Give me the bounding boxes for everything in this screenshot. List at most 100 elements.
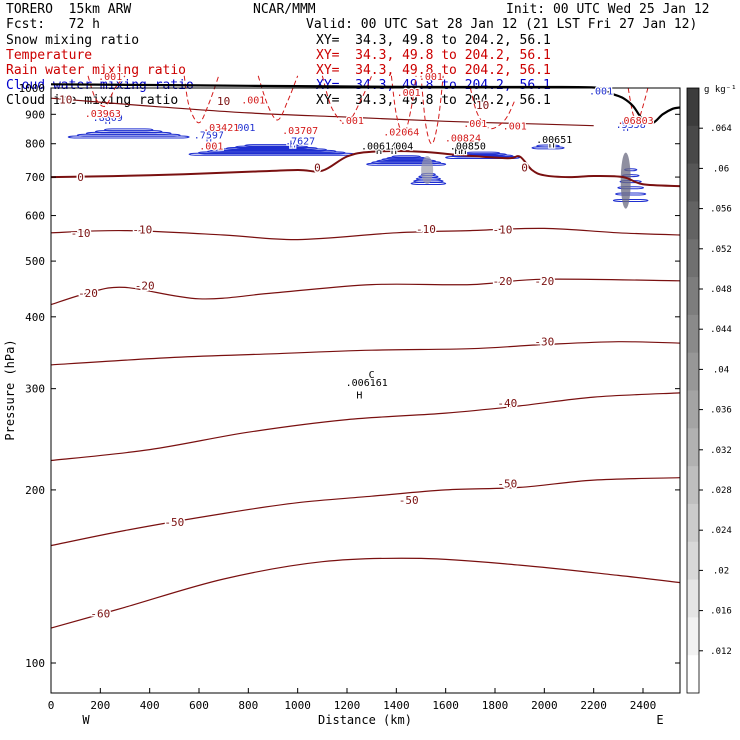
isotherm-line — [50, 227, 681, 241]
field-label-snow: Snow mixing ratio — [6, 33, 140, 48]
colorbar-tick-label: .06 — [713, 164, 729, 174]
cloud-water-contour — [612, 198, 649, 202]
rain-label: .001 — [397, 88, 421, 99]
field-label-rain: Rain water mixing ratio — [6, 63, 187, 78]
cloud-water-contour — [376, 159, 437, 163]
colorbar-swatch — [687, 617, 699, 656]
rain-label: .03963 — [85, 109, 121, 120]
cloud-water-contour — [197, 151, 346, 155]
isotherm-label: -50 — [164, 516, 184, 529]
isotherm-label: -20 — [78, 287, 98, 300]
field-label-temperature: Temperature — [6, 48, 93, 63]
x-tick-label: 0 — [48, 699, 55, 712]
cloud-water-label: H — [623, 123, 629, 134]
isotherm-label: -10 — [492, 224, 512, 237]
org-label: NCAR/MMM — [253, 2, 316, 17]
snow-label: .00850 — [450, 141, 486, 152]
cloud-water-label: .7627 — [285, 137, 315, 148]
colorbar-swatch — [687, 314, 699, 354]
isotherm-label: 0 — [77, 171, 84, 184]
cloud-water-contour — [244, 144, 300, 148]
cloud-water-label: .001 — [589, 87, 613, 98]
field-xy-temperature: XY= 34.3, 49.8 to 204.2, 56.1 — [316, 48, 551, 63]
cloud-water-label: .5358 — [616, 120, 646, 131]
cloud-water-label: H — [290, 140, 296, 151]
colorbar-swatch — [687, 390, 699, 429]
isotherm-label: 0 — [314, 162, 321, 175]
rain-contour — [87, 75, 126, 107]
east-endpoint: E — [656, 713, 663, 727]
model-title: TORERO 15km ARW — [6, 2, 132, 17]
colorbar-swatch — [687, 352, 699, 391]
rain-label: .001 — [463, 119, 487, 130]
colorbar-swatch — [687, 239, 699, 278]
colorbar-swatch — [687, 125, 699, 165]
x-tick-label: 2400 — [630, 699, 657, 712]
rain-label: .03707 — [282, 126, 318, 137]
colorbar: .064 .06 .056 .052 .048 .044 .04 .036 .032 .028 .0… — [686, 87, 732, 694]
colorbar-tick-label: .044 — [710, 325, 732, 335]
snow-label: H — [549, 140, 555, 151]
cloud-water-contour — [536, 144, 560, 148]
cloud-water-contours — [67, 128, 649, 209]
colorbar-frame — [686, 87, 700, 694]
colorbar-tick-label: .052 — [710, 245, 732, 255]
field-xy-snow: XY= 34.3, 49.8 to 204.2, 56.1 — [316, 33, 551, 48]
colorbar-tick-label: .04 — [713, 365, 729, 375]
terrain-line — [50, 83, 681, 125]
colorbar-tick-label: .012 — [710, 647, 732, 657]
colorbar-swatch — [687, 277, 699, 316]
x-tick-label: 400 — [140, 699, 160, 712]
cloud-water-contour — [391, 155, 421, 159]
plot-frame — [50, 87, 681, 694]
isotherm-label: -20 — [492, 275, 512, 288]
colorbar-tick-label: .024 — [710, 526, 732, 536]
rain-label: .001 — [419, 72, 443, 83]
rain-contour — [390, 75, 417, 135]
field-xy-cloud-ice: XY= 34.3, 49.8 to 204.2, 56.1 — [316, 93, 551, 108]
snow-label: .00614 — [361, 141, 397, 152]
colorbar-swatch — [687, 655, 699, 694]
y-tick-label: 800 — [25, 138, 45, 151]
contour-labels: H.8809H.7597H.7627H.5358.001.001.03963.0… — [83, 71, 654, 403]
cloud-water-contour — [207, 149, 337, 153]
colorbar-swatch — [687, 466, 699, 505]
isotherm-label: -10 — [132, 224, 152, 237]
colorbar-unit: g kg⁻¹ — [704, 85, 737, 95]
y-tick-label: 1000 — [19, 82, 46, 95]
rain-contour — [257, 75, 299, 121]
rain-label: .001 — [503, 122, 527, 133]
rain-contours — [87, 75, 649, 145]
cloud-water-label: H — [105, 116, 111, 127]
terrain — [50, 83, 681, 125]
cloud-water-contour — [615, 192, 647, 196]
snow-label: C — [369, 370, 375, 381]
axes: 0 200 400 600 800 1000 1200 1400 1600 1800 2000 220… — [19, 82, 680, 712]
rain-contour — [321, 75, 373, 124]
isotherm-label: 0 — [521, 161, 528, 174]
colorbar-tick-label: .048 — [710, 285, 732, 295]
isotherm-line — [50, 97, 594, 127]
x-tick-label: 1000 — [284, 699, 311, 712]
isotherm-label: -60 — [90, 607, 110, 620]
cloud-water-contour — [235, 145, 309, 149]
y-tick-label: 700 — [25, 171, 45, 184]
colorbar-swatch — [687, 88, 699, 127]
isotherm-label: -50 — [497, 478, 517, 491]
y-tick-label: 400 — [25, 311, 45, 324]
rain-label: .001 — [340, 116, 364, 127]
colorbar-swatch — [687, 541, 699, 581]
x-tick-label: 2000 — [531, 699, 558, 712]
rain-label: .06803 — [618, 116, 654, 127]
y-tick-label: 600 — [25, 210, 45, 223]
colorbar-tick-label: .016 — [710, 607, 732, 617]
rain-label: .001 — [199, 141, 223, 152]
y-tick-label: 200 — [25, 484, 45, 497]
cloud-water-label: .001 — [231, 123, 255, 134]
rain-label: .001 — [241, 95, 265, 106]
x-tick-label: 1200 — [334, 699, 361, 712]
rain-contour — [420, 75, 444, 145]
cloud-water-label: .8809 — [93, 113, 123, 124]
colorbar-swatch — [687, 503, 699, 543]
